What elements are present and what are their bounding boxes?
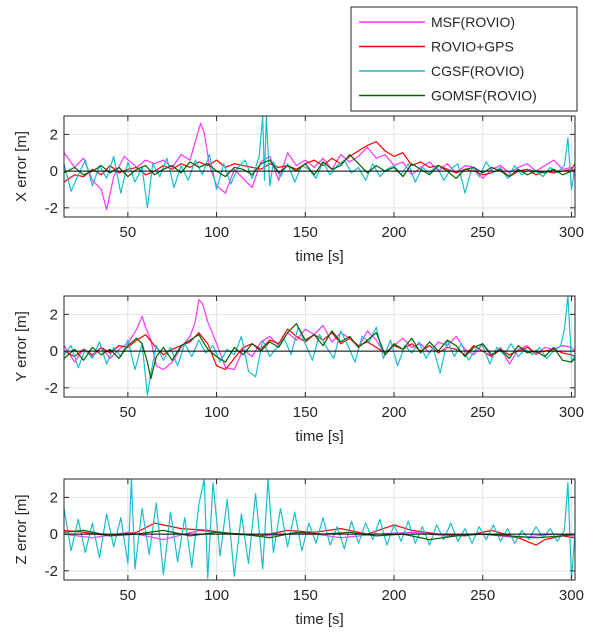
x-tick-label: 200 (382, 224, 407, 241)
y-tick-label: 0 (50, 526, 58, 543)
y-tick-label: 2 (50, 126, 58, 143)
y-axis-label: Y error [m] (13, 311, 30, 382)
x-tick-label: 50 (120, 404, 137, 421)
legend-label: MSF(ROVIO) (431, 14, 515, 30)
series-line-msf-rovio (64, 299, 575, 371)
panel-3: 50 100 150 200 250 300 -2 0 2 time [s] Z error [m] (13, 478, 584, 628)
x-tick-label: 200 (382, 587, 407, 604)
legend-entry: CGSF(ROVIO) (359, 63, 524, 79)
x-tick-label: 50 (120, 224, 137, 241)
legend-entry: ROVIO+GPS (359, 39, 514, 55)
y-tick-label: 2 (50, 306, 58, 323)
series-line-rovio-gps (64, 522, 575, 546)
y-tick-label: -2 (45, 200, 58, 217)
plot-area (64, 296, 575, 397)
x-axis-label: time [s] (295, 248, 343, 265)
x-tick-label: 100 (204, 587, 229, 604)
legend-label: CGSF(ROVIO) (431, 63, 524, 79)
axes-box (63, 295, 576, 398)
x-tick-label: 250 (470, 587, 495, 604)
x-tick-label: 300 (559, 224, 584, 241)
y-tick-label: 0 (50, 343, 58, 360)
x-tick-label: 50 (120, 587, 137, 604)
x-tick-label: 300 (559, 587, 584, 604)
x-tick-label: 100 (204, 224, 229, 241)
x-tick-label: 200 (382, 404, 407, 421)
x-tick-label: 150 (293, 224, 318, 241)
axes-box (63, 115, 576, 218)
legend-box (350, 6, 578, 112)
legend-entry: GOMSF(ROVIO) (359, 88, 537, 104)
series-line-gomsf-rovio (64, 154, 575, 179)
series-line-cgsf-rovio (64, 479, 575, 579)
x-tick-label: 150 (293, 587, 318, 604)
legend-label: GOMSF(ROVIO) (431, 88, 537, 104)
x-tick-label: 250 (470, 404, 495, 421)
panel-2: 50 100 150 200 250 300 -2 0 2 time [s] Y error [m] (13, 295, 584, 445)
y-tick-label: 0 (50, 163, 58, 180)
x-tick-label: 300 (559, 404, 584, 421)
x-tick-label: 150 (293, 404, 318, 421)
axes-box (63, 478, 576, 581)
y-tick-label: -2 (45, 563, 58, 580)
x-axis-label: time [s] (295, 611, 343, 628)
y-tick-label: 2 (50, 489, 58, 506)
x-axis-label: time [s] (295, 428, 343, 445)
panel-1: 50 100 150 200 250 300 -2 0 2 time [s] X error [m] (13, 115, 584, 265)
x-tick-label: 100 (204, 404, 229, 421)
legend-entry: MSF(ROVIO) (359, 14, 515, 30)
x-tick-label: 250 (470, 224, 495, 241)
series-line-gomsf-rovio (64, 322, 575, 380)
y-axis-label: Z error [m] (13, 495, 30, 565)
y-axis-label: X error [m] (13, 131, 30, 202)
legend: MSF(ROVIO) ROVIO+GPS CGSF(ROVIO) GOMSF(ROVI… (350, 6, 578, 112)
legend-label: ROVIO+GPS (431, 39, 514, 55)
series-line-msf-rovio (64, 529, 575, 541)
y-tick-label: -2 (45, 380, 58, 397)
